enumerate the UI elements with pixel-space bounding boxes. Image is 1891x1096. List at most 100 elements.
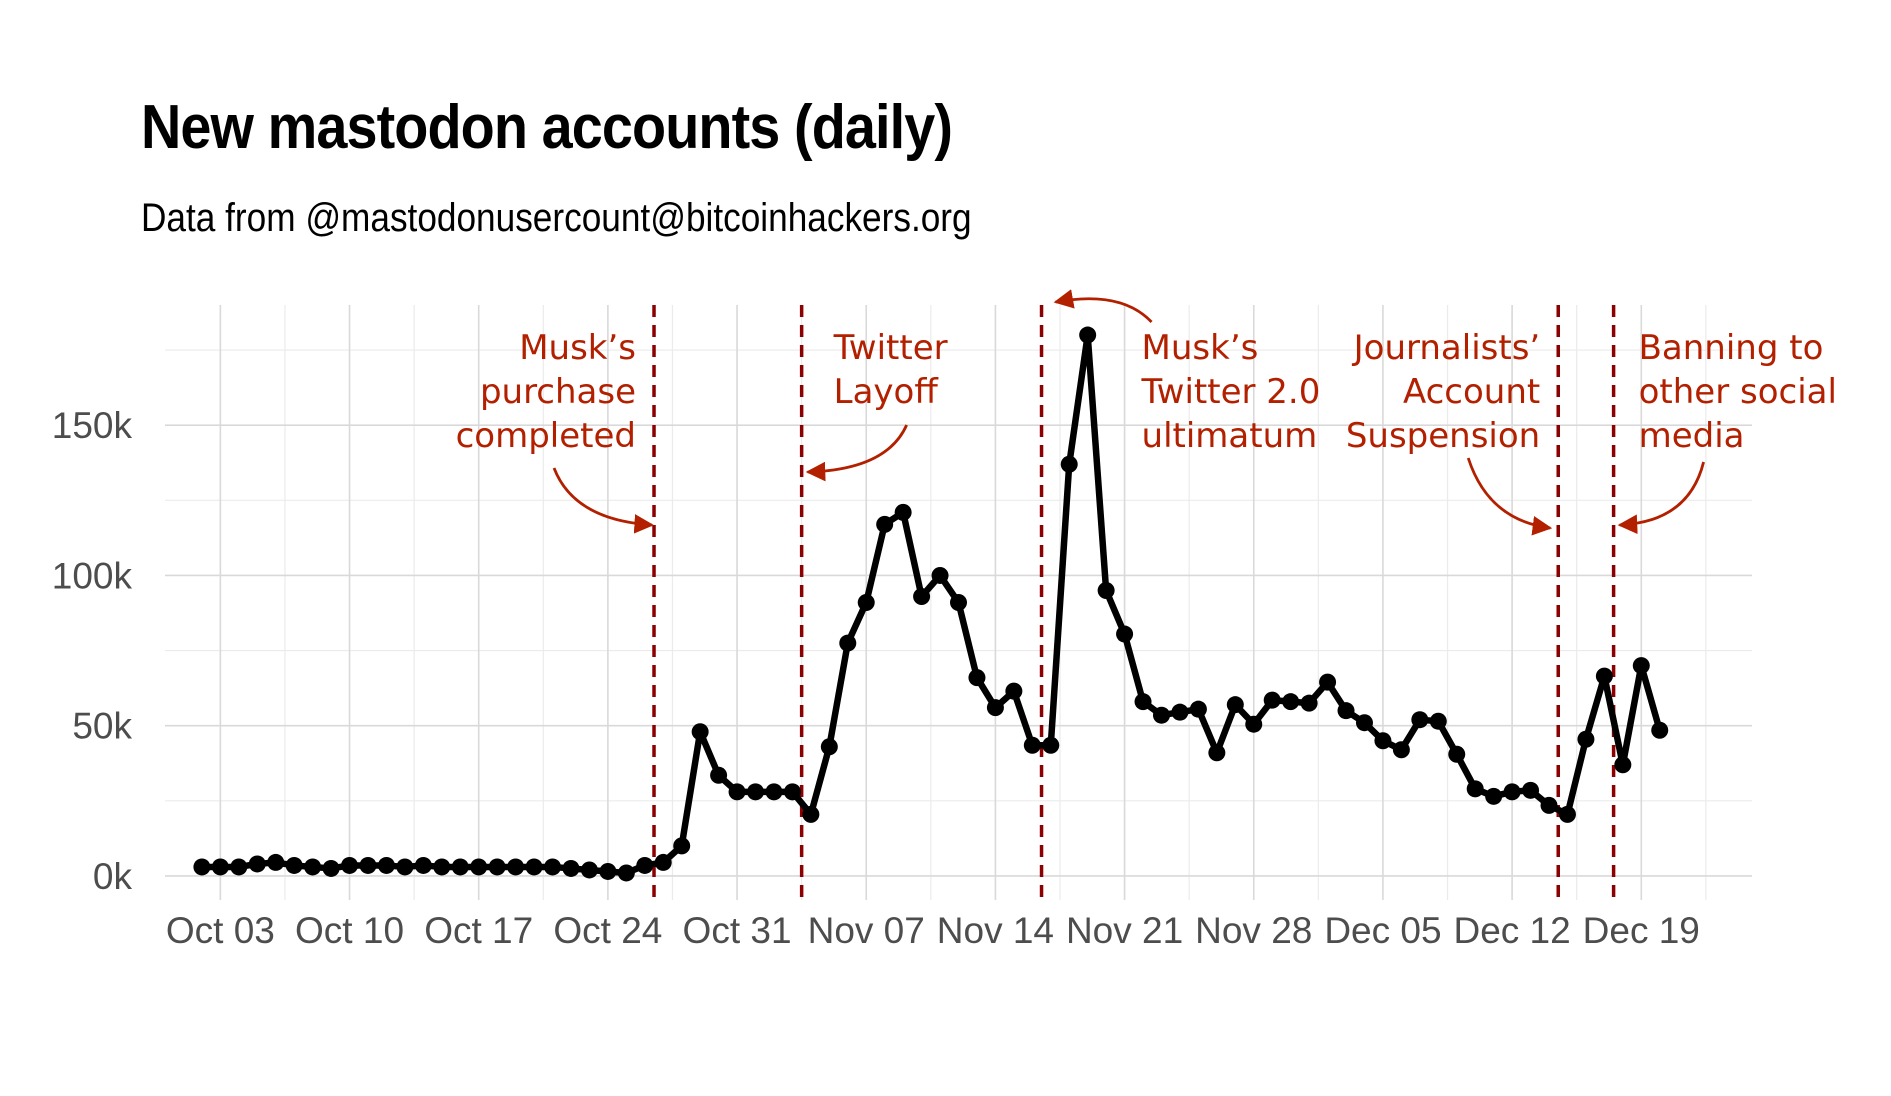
data-point	[986, 699, 1004, 717]
data-point	[1208, 744, 1226, 762]
data-point	[617, 864, 635, 882]
data-point	[1282, 693, 1300, 711]
event-annotation: Musk’s Twitter 2.0 ultimatum	[1141, 328, 1321, 456]
x-tick-label: Nov 28	[1195, 910, 1312, 951]
data-point	[1411, 711, 1429, 729]
data-point	[599, 862, 617, 880]
data-point	[230, 858, 248, 876]
data-point	[525, 858, 543, 876]
data-point	[433, 858, 451, 876]
data-point	[1189, 700, 1207, 718]
event-annotation-line: Twitter	[833, 328, 948, 368]
major-gridlines	[165, 305, 1752, 900]
data-point	[765, 783, 783, 801]
event-annotation-line: Musk’s	[1142, 328, 1259, 368]
data-point	[1632, 657, 1650, 675]
event-annotation: Journalists’ Account Suspension	[1346, 328, 1540, 456]
x-tick-label: Dec 05	[1324, 910, 1441, 951]
data-point	[507, 858, 525, 876]
data-point	[876, 515, 894, 533]
event-arrow	[552, 467, 654, 534]
data-point	[1577, 730, 1595, 748]
data-point	[1263, 691, 1281, 709]
data-point	[710, 766, 728, 784]
data-point	[839, 634, 857, 652]
chart-title: New mastodon accounts (daily)	[141, 93, 953, 162]
data-point	[1392, 741, 1410, 759]
x-tick-label: Oct 31	[683, 910, 792, 951]
data-point	[931, 566, 949, 584]
data-point	[1337, 702, 1355, 720]
data-point	[1226, 696, 1244, 714]
data-point	[1042, 736, 1060, 754]
event-arrow	[1466, 457, 1553, 536]
event-annotation-line: purchase	[480, 372, 636, 412]
data-point	[1448, 745, 1466, 763]
event-arrow	[1617, 461, 1705, 535]
event-annotation-line: Suspension	[1346, 416, 1540, 456]
data-point	[820, 738, 838, 756]
x-tick-label: Nov 14	[937, 910, 1054, 951]
data-point	[1558, 805, 1576, 823]
data-point	[673, 837, 691, 855]
event-annotation: Banning to other social media	[1639, 328, 1837, 456]
data-point	[1300, 694, 1318, 712]
data-point	[470, 858, 488, 876]
data-point	[1485, 787, 1503, 805]
data-point	[802, 805, 820, 823]
series-new-accounts	[193, 326, 1669, 882]
data-point	[894, 503, 912, 521]
data-point	[285, 856, 303, 874]
event-arrow	[805, 424, 908, 482]
y-tick-label: 100k	[52, 555, 133, 596]
data-point	[211, 858, 229, 876]
x-tick-label: Dec 19	[1583, 910, 1700, 951]
data-point	[1152, 706, 1170, 724]
data-point	[950, 594, 967, 611]
minor-gridlines	[165, 305, 1752, 900]
y-axis-tick-labels: 0k 50k 100k 150k	[52, 405, 133, 897]
event-annotation-line: Twitter 2.0	[1141, 372, 1321, 412]
x-tick-label: Oct 17	[424, 910, 533, 951]
event-annotation-line: Layoff	[834, 372, 940, 412]
data-point	[267, 853, 285, 871]
event-annotation-line: Account	[1403, 372, 1540, 412]
data-point	[1005, 682, 1023, 700]
data-point	[1023, 736, 1041, 754]
data-point	[1466, 780, 1484, 798]
x-tick-label: Dec 12	[1453, 910, 1570, 951]
data-point	[580, 861, 598, 879]
event-annotation-line: other social	[1639, 372, 1837, 412]
y-tick-label: 0k	[93, 856, 133, 897]
event-arrow	[1053, 289, 1153, 323]
data-point	[1245, 715, 1263, 733]
data-point	[747, 783, 765, 801]
data-point	[636, 856, 654, 874]
chart-subtitle: Data from @mastodonusercount@bitcoinhack…	[141, 196, 972, 240]
data-point	[1374, 732, 1392, 750]
data-point	[1116, 625, 1134, 643]
event-annotation: Musk’s purchase completed	[456, 328, 636, 456]
data-point	[1595, 667, 1613, 685]
x-axis-tick-labels: Oct 03 Oct 10 Oct 17 Oct 24 Oct 31 Nov 07 Nov …	[166, 910, 1700, 951]
data-point	[322, 859, 340, 877]
data-point	[1651, 721, 1669, 739]
event-annotation-line: ultimatum	[1142, 416, 1318, 456]
data-point	[783, 783, 801, 801]
event-annotation-line: completed	[456, 416, 636, 456]
event-annotation-line: Musk’s	[519, 328, 636, 368]
data-point	[1503, 783, 1521, 801]
event-annotation-line: Banning to	[1639, 328, 1824, 368]
data-point	[654, 853, 672, 871]
data-point	[304, 858, 322, 876]
data-point	[728, 783, 746, 801]
data-point	[377, 856, 395, 874]
data-point	[1355, 714, 1373, 732]
event-annotation-line: Journalists’	[1352, 328, 1541, 368]
y-tick-label: 50k	[72, 706, 132, 747]
data-point	[1134, 693, 1152, 711]
data-point	[451, 858, 469, 876]
x-tick-label: Oct 03	[166, 910, 275, 951]
data-point	[691, 723, 709, 741]
